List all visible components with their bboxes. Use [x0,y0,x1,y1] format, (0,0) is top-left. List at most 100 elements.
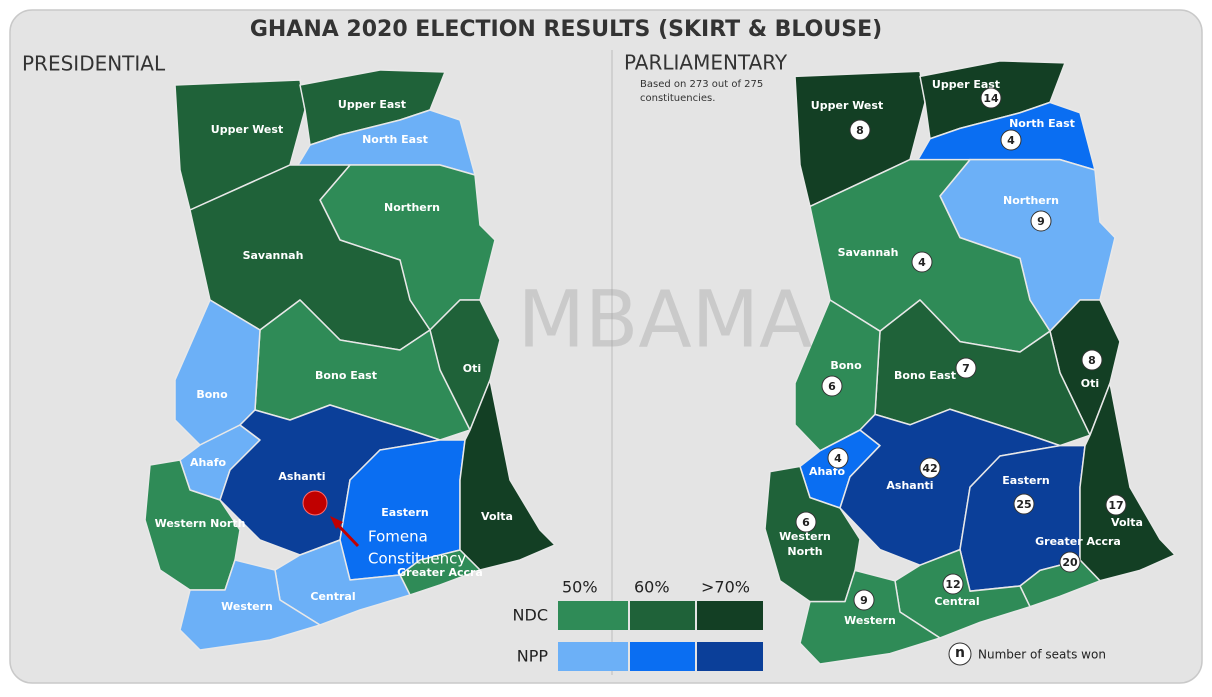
seat-badge [849,119,871,141]
seat-badge [919,457,941,479]
region-label: Upper West [811,99,883,112]
parliamentary-title: PARLIAMENTARY [624,51,788,75]
region-label: Bono [830,359,862,372]
legend-swatch [630,642,695,671]
region-label: Western North [155,517,246,530]
seat-badge [827,447,849,469]
title: GHANA 2020 ELECTION RESULTS (SKIRT & BLO… [250,17,882,42]
legend-swatch [558,642,628,671]
region-label: Savannah [838,246,899,259]
region-label: North [787,545,822,558]
threshold-label: >70% [701,578,750,597]
seat-count: 25 [1016,498,1031,511]
region-label: Ashanti [278,470,325,483]
region-label: Western [221,600,273,613]
watermark: MBAMA [518,275,813,365]
annotation-line: Fomena [368,528,428,546]
region-label: Ahafo [190,456,227,469]
seat-count: 14 [983,92,999,105]
region-label: North East [362,133,428,146]
region-label: Oti [463,362,481,375]
seat-badge [955,357,977,379]
constituency-marker [302,490,328,516]
seat-key-symbol: n [955,645,965,661]
region-label: Western [844,614,896,627]
seat-key-label: Number of seats won [978,648,1106,662]
seat-count: 4 [834,452,842,465]
seat-count: 4 [918,256,926,269]
region-label: Northern [384,201,440,214]
seat-count: 6 [828,380,836,393]
seat-count: 12 [945,578,960,591]
seat-badge [821,375,843,397]
seat-badge [911,251,933,273]
region-label: Central [310,590,355,603]
region [459,379,556,571]
annotation-line: Constituency [368,550,466,568]
region-label: Eastern [381,506,428,519]
region-label: Ashanti [886,479,933,492]
legend-swatch [697,642,763,671]
seat-count: 17 [1108,499,1123,512]
seat-count: 20 [1062,556,1078,569]
seat-badge [1000,129,1022,151]
seat-badge [1059,551,1081,573]
region-label: Central [934,595,979,608]
seat-count: 7 [962,362,970,375]
presidential-title: PRESIDENTIAL [22,52,166,76]
region-label: Volta [1111,516,1143,529]
region-label: Bono East [315,369,377,382]
note-line: Based on 273 out of 275 [640,79,763,90]
note-line: constituencies. [640,93,715,104]
region-label: Greater Accra [1035,535,1121,548]
party-label: NPP [517,647,549,666]
seat-badge [795,511,817,533]
annotation: Fomena Constituency [302,490,466,568]
seat-badge [942,573,964,595]
presidential-map: Upper West Upper East North East Northern Sa… [144,69,556,651]
region-label: Savannah [243,249,304,262]
arrow-head [330,516,343,529]
legend-swatch [697,601,763,630]
region [799,569,941,665]
legend-swatch [630,601,695,630]
seat-badge [1081,349,1103,371]
region-label: Eastern [1002,474,1049,487]
legend-swatch [558,601,628,630]
seat-badge [853,589,875,611]
region-label: Upper East [932,78,1000,91]
regions [144,69,556,651]
legend: 50% 60% >70% NDC NPP n Number of seats won [513,578,1106,671]
region-label: Upper East [338,98,406,111]
region-label: Greater Accra [397,566,483,579]
threshold-label: 50% [562,578,598,597]
region [1079,382,1176,582]
seat-badge [1105,494,1127,516]
region-label: Oti [1081,377,1099,390]
region-label: North East [1009,117,1075,130]
region-label: Northern [1003,194,1059,207]
seat-badge [1030,210,1052,232]
seat-count: 8 [856,124,864,137]
seat-badge [1013,493,1035,515]
seat-count: 42 [922,462,937,475]
arrow-shaft [334,521,360,548]
region-label: Bono East [894,369,956,382]
seat-count: 4 [1007,134,1015,147]
seat-count: 9 [860,594,868,607]
seat-count: 8 [1088,354,1096,367]
seat-count: 6 [802,516,810,529]
region-label: Volta [481,510,513,523]
region-label: Upper West [211,123,283,136]
region-label: Bono [196,388,228,401]
region [179,559,321,651]
seat-badge [980,87,1002,109]
region-label: Western [779,530,831,543]
party-label: NDC [513,606,548,625]
seat-count: 9 [1037,215,1045,228]
threshold-label: 60% [634,578,670,597]
seat-key-badge [948,642,972,666]
